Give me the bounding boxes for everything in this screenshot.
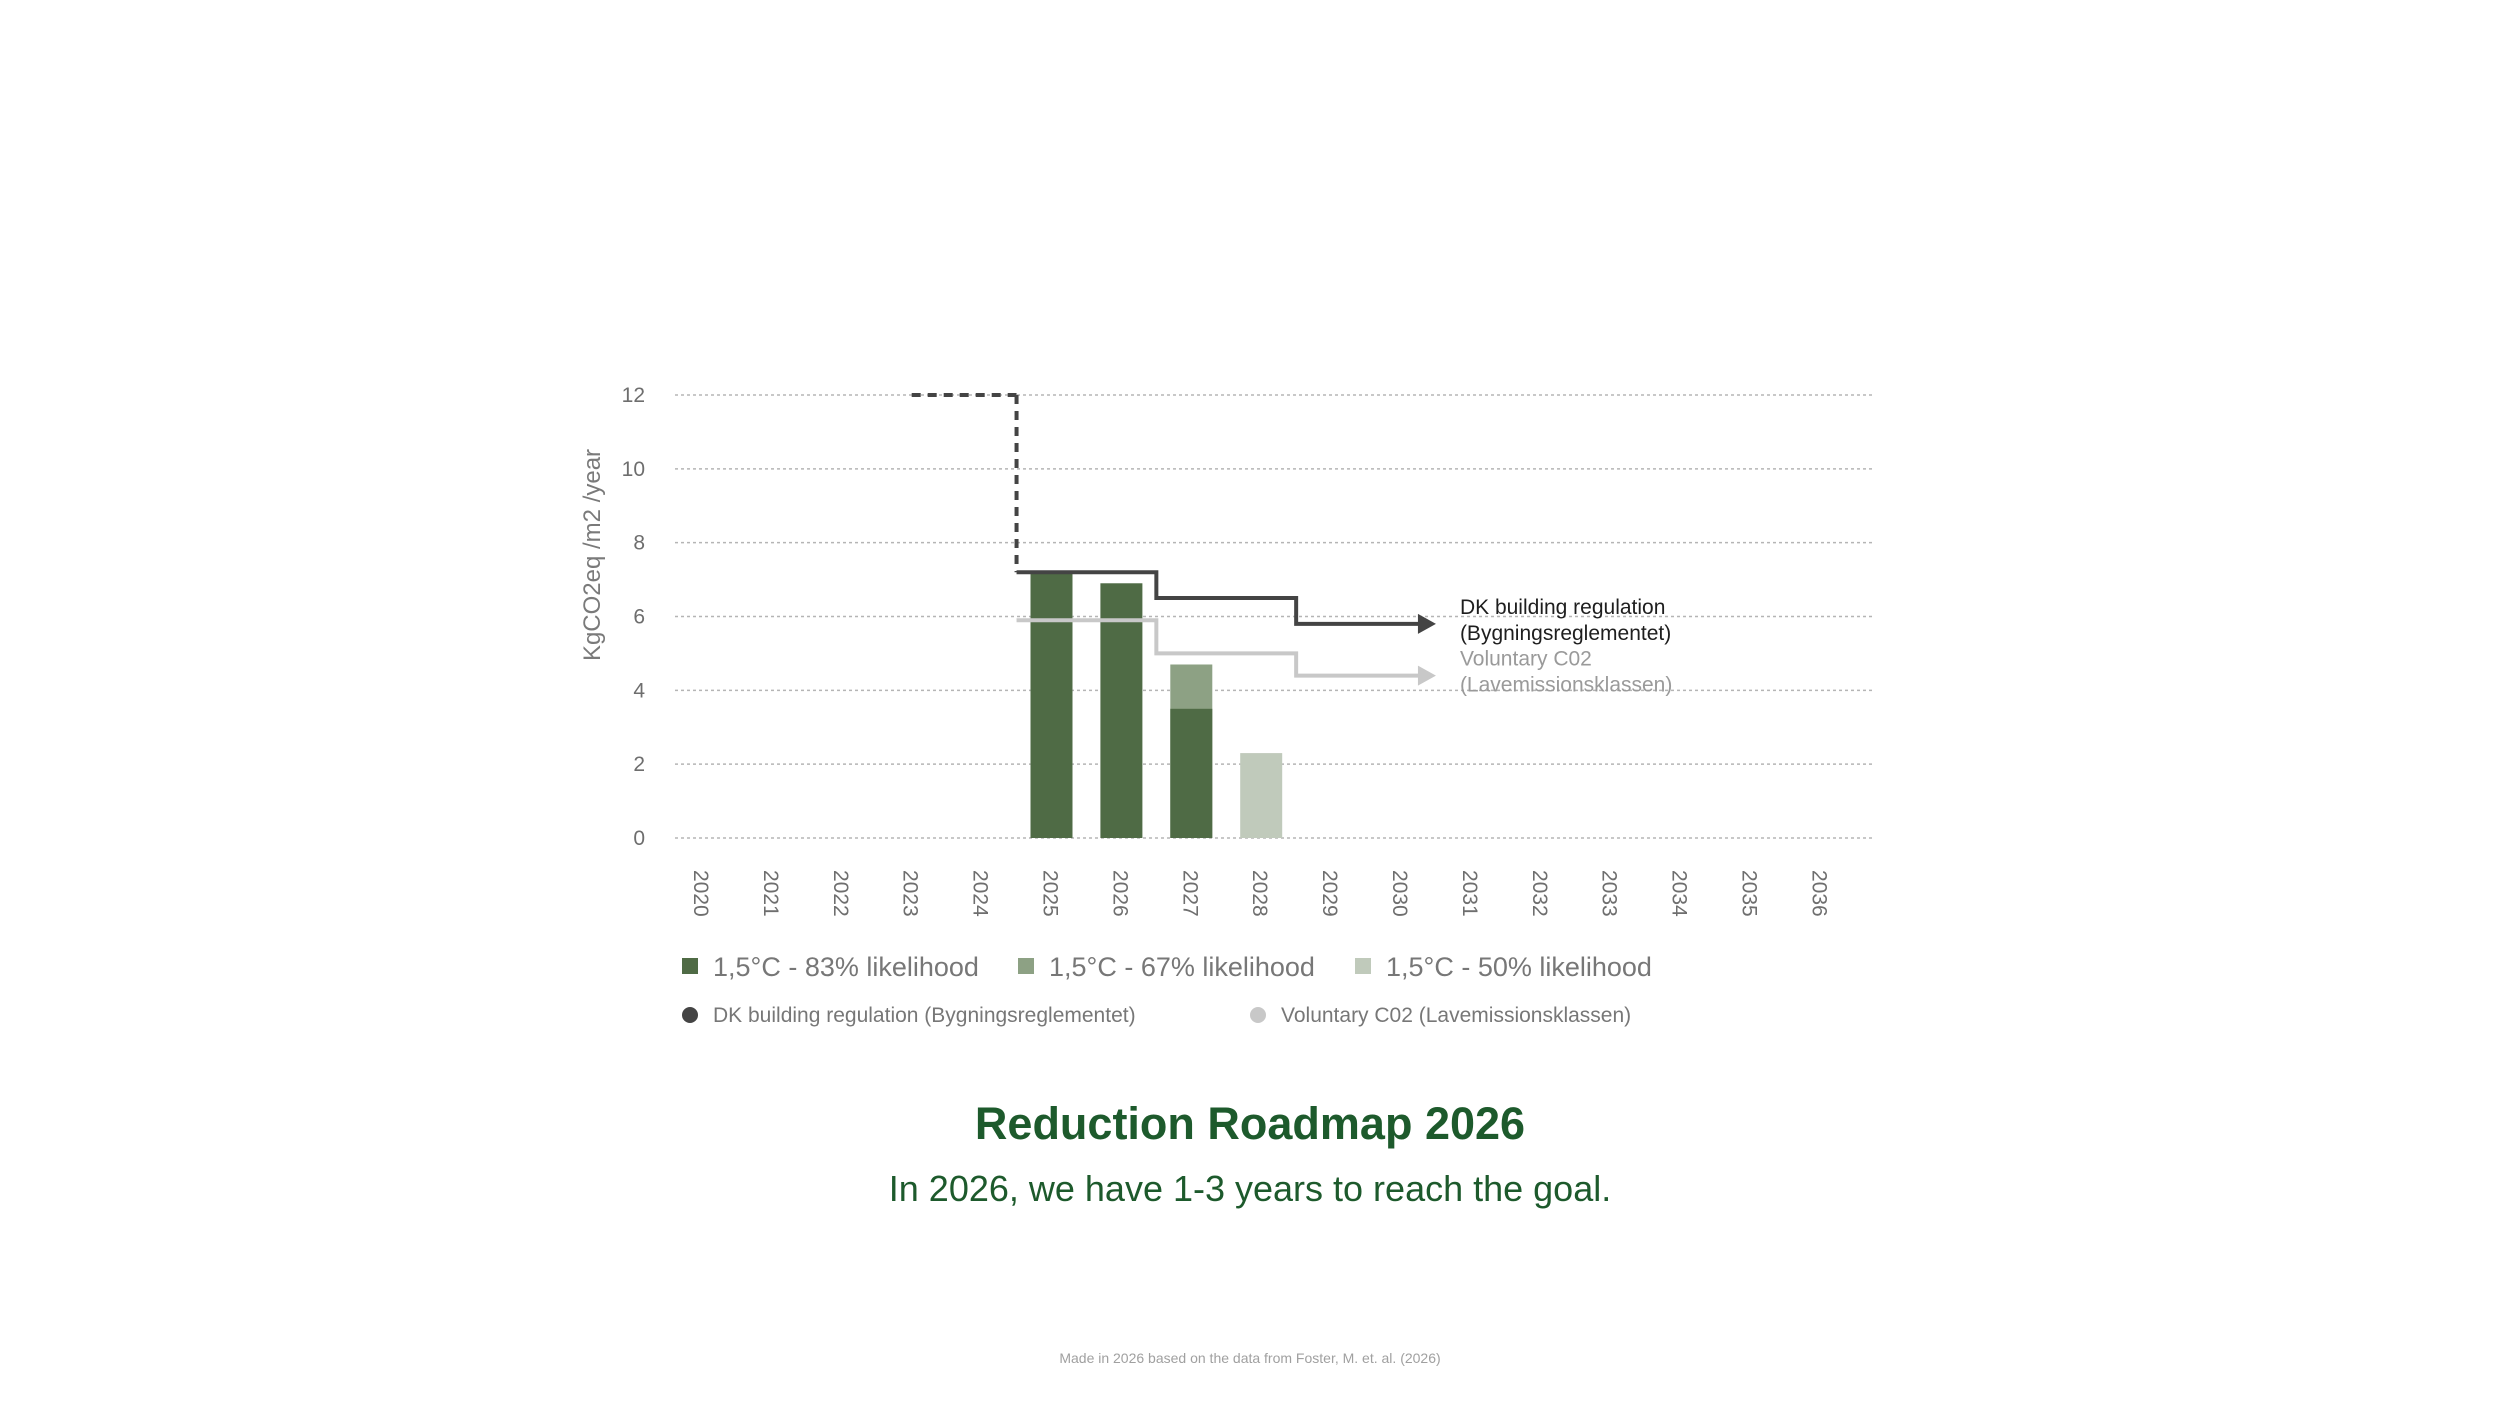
arrow-head-icon <box>1417 665 1436 686</box>
y-tick-label: 10 <box>622 458 645 481</box>
page-subtitle: In 2026, we have 1-3 years to reach the … <box>888 1168 1612 1209</box>
y-tick-label: 0 <box>633 827 645 850</box>
legend-label: 1,5°C - 83% likelihood <box>713 952 979 982</box>
line-annotation-text: Voluntary C02 <box>1460 648 1592 671</box>
legend-dot-icon <box>1250 1007 1266 1023</box>
x-axis-ticks: 2020 2021 2022 2023 2024 2025 2026 2027 2028 2029… <box>689 870 1830 917</box>
x-tick-label: 2024 <box>969 870 992 917</box>
legend-label: 1,5°C - 50% likelihood <box>1386 952 1652 982</box>
line-annotation-text: (Lavemissionsklassen) <box>1460 674 1672 697</box>
x-tick-label: 2031 <box>1458 870 1481 917</box>
regulation-step-line <box>1016 570 1422 626</box>
bar <box>1170 708 1213 838</box>
x-tick-label: 2030 <box>1388 870 1411 917</box>
arrow-head-icon <box>1417 613 1436 634</box>
x-tick-label: 2023 <box>899 870 922 917</box>
x-tick-label: 2026 <box>1108 870 1131 917</box>
x-tick-label: 2034 <box>1668 870 1691 917</box>
line-annotation-text: DK building regulation <box>1460 596 1665 619</box>
y-tick-label: 4 <box>633 679 645 702</box>
line-annotation-text: (Bygningsreglementet) <box>1460 622 1671 645</box>
x-tick-label: 2027 <box>1178 870 1201 917</box>
bar <box>1240 753 1283 838</box>
page-title: Reduction Roadmap 2026 <box>974 1098 1526 1149</box>
x-tick-label: 2036 <box>1807 870 1830 917</box>
y-tick-label: 12 <box>622 384 645 407</box>
chart-bars <box>1030 572 1283 838</box>
y-tick-label: 2 <box>633 753 645 776</box>
legend-swatch <box>1355 958 1371 974</box>
voluntary-step-line <box>1016 618 1422 678</box>
y-tick-label: 8 <box>633 532 645 555</box>
x-tick-label: 2032 <box>1528 870 1551 917</box>
bar <box>1100 583 1143 838</box>
legend-label: Voluntary C02 (Lavemissionsklassen) <box>1281 1004 1631 1027</box>
legend-swatch <box>682 958 698 974</box>
line-annotations: DK building regulation (Bygningsreglement… <box>1460 596 1672 697</box>
y-axis-label: KgCO2eq /m2 /year <box>579 449 606 661</box>
chart-step-lines <box>911 393 1436 686</box>
x-tick-label: 2022 <box>829 870 852 917</box>
chart-gridlines <box>675 394 1872 839</box>
source-footnote: Made in 2026 based on the data from Fost… <box>1059 1350 1441 1366</box>
x-tick-label: 2028 <box>1248 870 1271 917</box>
x-tick-label: 2029 <box>1318 870 1341 917</box>
y-axis-ticks: 0 2 4 6 8 10 12 <box>622 384 646 850</box>
x-tick-label: 2035 <box>1738 870 1761 917</box>
legend-swatch <box>1018 958 1034 974</box>
bar <box>1030 572 1073 838</box>
legend-dot-icon <box>682 1007 698 1023</box>
legend-label: DK building regulation (Bygningsreglemen… <box>713 1004 1136 1027</box>
y-tick-label: 6 <box>633 606 645 629</box>
x-tick-label: 2021 <box>759 870 782 917</box>
x-tick-label: 2020 <box>689 870 712 917</box>
x-tick-label: 2025 <box>1039 870 1062 917</box>
x-tick-label: 2033 <box>1598 870 1621 917</box>
chart-legend: 1,5°C - 83% likelihood 1,5°C - 67% likeli… <box>682 952 1652 1027</box>
legend-label: 1,5°C - 67% likelihood <box>1049 952 1315 982</box>
